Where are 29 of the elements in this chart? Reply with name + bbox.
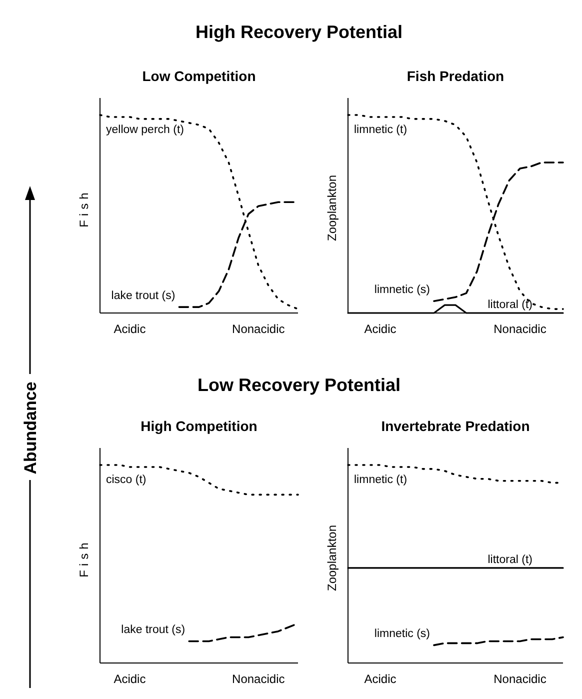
series-label: limnetic (t) bbox=[354, 474, 408, 486]
x-tick-label: Nonacidic bbox=[232, 322, 285, 336]
x-tick-label: Nonacidic bbox=[494, 672, 546, 686]
chart-title: High Competition bbox=[140, 418, 258, 434]
series-label: lake trout (s) bbox=[111, 290, 176, 302]
series-label: cisco (t) bbox=[106, 474, 146, 486]
y-axis-title: Fish bbox=[77, 188, 91, 228]
chart-title: Fish Predation bbox=[406, 68, 504, 84]
series-label: limnetic (s) bbox=[374, 284, 430, 296]
series-label: lake trout (s) bbox=[121, 624, 186, 636]
series-label: yellow perch (t) bbox=[106, 124, 184, 136]
series-label: littoral (t) bbox=[488, 299, 533, 311]
text: Low Recovery Potential bbox=[197, 375, 401, 395]
text: Abundance bbox=[21, 382, 40, 474]
x-tick-label: Nonacidic bbox=[494, 322, 546, 336]
x-tick-label: Acidic bbox=[364, 672, 396, 686]
x-tick-label: Acidic bbox=[364, 322, 396, 336]
series-label: limnetic (s) bbox=[374, 628, 430, 640]
series-label: littoral (t) bbox=[488, 554, 533, 566]
y-axis-title: Fish bbox=[77, 538, 91, 578]
y-axis-title: Zooplankton bbox=[325, 174, 339, 242]
x-tick-label: Acidic bbox=[114, 322, 146, 336]
y-axis-title: Zooplankton bbox=[325, 524, 339, 592]
x-tick-label: Acidic bbox=[114, 672, 146, 686]
chart-title: Invertebrate Predation bbox=[381, 418, 530, 434]
series-label: limnetic (t) bbox=[354, 124, 408, 136]
x-tick-label: Nonacidic bbox=[232, 672, 285, 686]
chart-title: Low Competition bbox=[142, 68, 256, 84]
text: High Recovery Potential bbox=[195, 22, 403, 42]
